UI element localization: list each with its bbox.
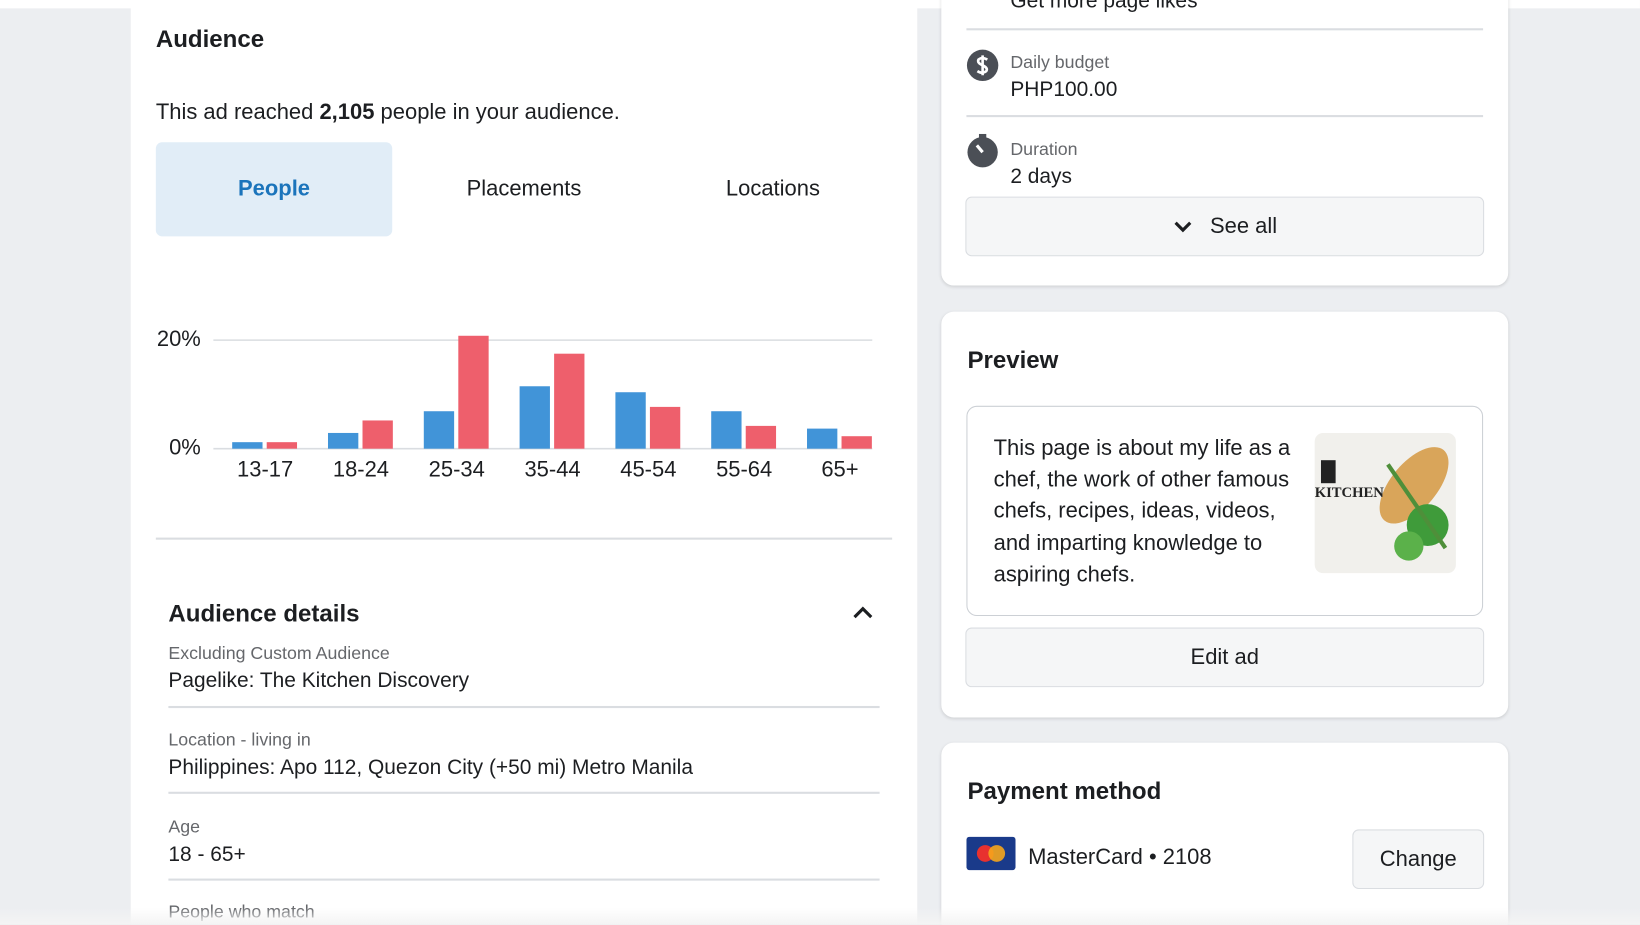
divider (168, 705, 880, 709)
divider (168, 878, 880, 881)
x-tick-label: 65+ (821, 456, 858, 481)
reach-before: This ad reached (155, 100, 314, 125)
budget-value: PHP100.00 (1010, 78, 1118, 102)
details-title: Audience details (168, 599, 360, 627)
bottom-fade (0, 907, 1640, 925)
ad-preview (966, 405, 1484, 617)
duration-value: 2 days (1010, 165, 1072, 189)
tab-people[interactable]: People (155, 142, 393, 237)
tab-locations[interactable]: Locations (725, 176, 820, 201)
detail-label: Location - living in (168, 730, 311, 750)
x-tick-label: 13-17 (237, 456, 293, 481)
payment-title: Payment method (967, 777, 1162, 805)
ad-image: KITCHEN (1314, 433, 1456, 574)
chevron-icon (1174, 221, 1192, 232)
bar (807, 428, 838, 449)
detail-value: Pagelike: The Kitchen Discovery (168, 669, 470, 693)
dollar-icon (966, 49, 999, 82)
detail-label: Excluding Custom Audience (168, 643, 390, 664)
bar (423, 411, 455, 449)
x-tick-label: 45-54 (620, 456, 676, 481)
y-tick-label: 20% (157, 326, 201, 351)
bar (327, 432, 359, 449)
preview-title: Preview (967, 346, 1059, 374)
divider (966, 28, 1484, 31)
divider (966, 115, 1484, 118)
tab-placements[interactable]: Placements (466, 176, 582, 201)
bar (649, 406, 681, 449)
bar (615, 392, 646, 449)
image-text: KITCHEN (1314, 485, 1384, 501)
detail-value: Philippines: Apo 112, Quezon City (+50 m… (168, 756, 693, 780)
y-tick-label: 0% (169, 434, 201, 459)
divider (168, 791, 880, 794)
reach-after: people in your audience. (380, 100, 620, 125)
see-all-text: See all (1209, 213, 1278, 238)
bar (266, 442, 298, 449)
card-text: MasterCard • 2108 (1028, 845, 1212, 870)
bar (841, 436, 872, 449)
bar (362, 420, 393, 449)
bar (458, 335, 489, 449)
bar (554, 353, 585, 449)
edit-ad-button[interactable]: Edit ad (965, 627, 1485, 688)
bar (711, 411, 742, 449)
x-tick-label: 18-24 (333, 456, 389, 481)
bar (745, 425, 777, 449)
change-button[interactable]: Change (1352, 829, 1485, 890)
divider (155, 537, 893, 540)
x-tick-label: 55-64 (716, 456, 772, 481)
detail-value: 18 - 65+ (168, 842, 246, 867)
collapse-icon[interactable] (851, 602, 874, 621)
reach-text: This ad reached 2,105 people in your aud… (156, 100, 620, 125)
see-all-button[interactable]: See all (965, 196, 1485, 257)
bar (232, 442, 263, 449)
reach-count: 2,105 (319, 100, 375, 125)
duration-label: Duration (1010, 139, 1078, 159)
timer-icon (967, 133, 998, 168)
budget-label: Daily budget (1010, 52, 1110, 73)
image-art (1320, 447, 1449, 561)
x-tick-label: 35-44 (524, 456, 580, 481)
x-tick-label: 25-34 (429, 456, 485, 481)
detail-label: Age (168, 816, 201, 837)
bar (519, 386, 550, 449)
preview-text: This page is about my life as a chef, th… (993, 436, 1291, 587)
audience-title: Audience (155, 25, 265, 53)
goal: Get more page likes (1010, 0, 1198, 13)
mastercard-icon (966, 836, 1016, 871)
